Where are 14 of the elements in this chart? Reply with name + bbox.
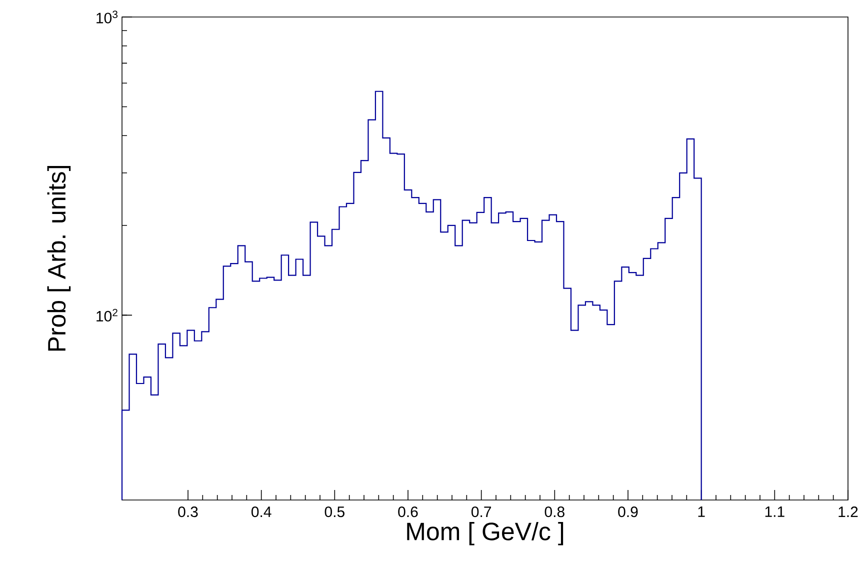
- x-tick-label: 0.5: [324, 506, 344, 518]
- x-tick-label: 0.4: [251, 506, 272, 518]
- x-tick-label: 1.1: [765, 506, 784, 517]
- x-tick-label: 0.7: [471, 506, 492, 518]
- x-axis-title: Mom [ GeV/c ]: [407, 522, 564, 546]
- y-axis-title: Prob [ Arb. units]: [47, 166, 71, 351]
- y-tick-label: 10$^{2}$: [96, 308, 118, 322]
- x-tick-label: 1.2: [838, 506, 858, 517]
- x-tick-label: 0.6: [398, 506, 418, 518]
- y-tick-label: 10$^{3}$: [96, 10, 118, 24]
- x-tick-label: 0.9: [618, 506, 638, 518]
- x-tick-label: 0.3: [178, 506, 198, 518]
- x-tick-label: 0.8: [544, 506, 564, 518]
- x-tick-label: 1: [698, 506, 705, 517]
